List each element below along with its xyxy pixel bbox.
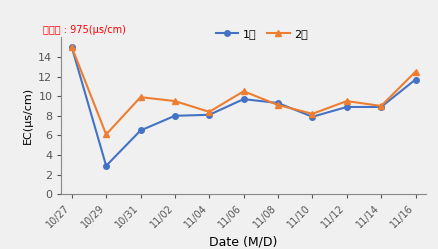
2단	[69, 46, 74, 49]
1단	[412, 78, 417, 81]
2단	[138, 96, 143, 99]
1단	[138, 129, 143, 132]
1단	[69, 46, 74, 49]
2단	[412, 70, 417, 73]
2단	[378, 105, 383, 108]
1단	[172, 114, 177, 117]
X-axis label: Date (M/D): Date (M/D)	[209, 236, 277, 249]
2단	[206, 110, 212, 113]
2단	[343, 100, 349, 103]
Line: 1단: 1단	[69, 44, 417, 169]
1단	[275, 102, 280, 105]
1단	[309, 115, 314, 118]
1단	[103, 164, 109, 167]
Y-axis label: EC(μs/cm): EC(μs/cm)	[23, 87, 33, 144]
1단	[240, 98, 246, 101]
1단	[343, 106, 349, 109]
Line: 2단: 2단	[69, 44, 417, 137]
Text: 초기값 : 975(μs/cm): 초기값 : 975(μs/cm)	[43, 25, 126, 35]
Legend: 1단, 2단: 1단, 2단	[211, 24, 311, 43]
2단	[172, 100, 177, 103]
1단	[206, 113, 212, 116]
2단	[240, 90, 246, 93]
1단	[378, 106, 383, 109]
2단	[103, 133, 109, 136]
2단	[275, 104, 280, 107]
2단	[309, 112, 314, 115]
